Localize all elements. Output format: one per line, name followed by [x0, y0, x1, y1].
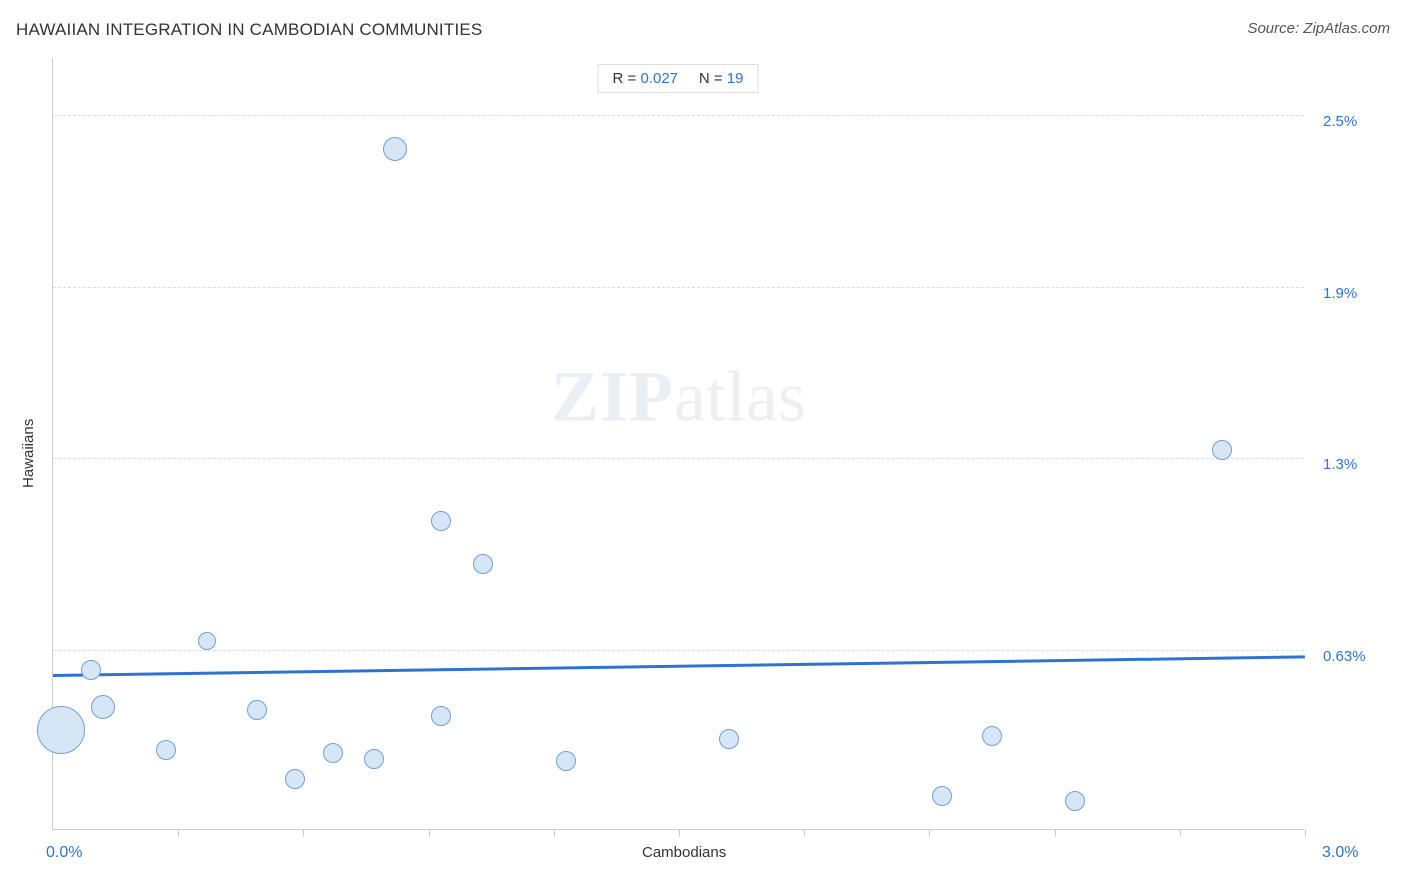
- n-value: 19: [727, 70, 744, 87]
- x-tick: [679, 829, 680, 837]
- data-point: [932, 786, 952, 806]
- r-value: 0.027: [640, 70, 678, 87]
- x-tick: [1055, 829, 1056, 837]
- x-tick: [178, 829, 179, 837]
- stats-box: R = 0.027 N = 19: [598, 64, 759, 93]
- x-tick: [303, 829, 304, 837]
- y-tick-label: 0.63%: [1323, 648, 1366, 665]
- gridline: [53, 287, 1304, 288]
- y-tick-label: 2.5%: [1323, 113, 1357, 130]
- data-point: [37, 706, 85, 754]
- n-label: N =: [699, 70, 727, 87]
- r-label: R =: [613, 70, 641, 87]
- data-point: [556, 751, 576, 771]
- gridline: [53, 115, 1304, 116]
- data-point: [156, 740, 176, 760]
- regression-line: [53, 656, 1305, 678]
- data-point: [285, 769, 305, 789]
- data-point: [81, 660, 101, 680]
- x-tick: [429, 829, 430, 837]
- data-point: [198, 632, 216, 650]
- x-tick: [804, 829, 805, 837]
- x-tick: [1180, 829, 1181, 837]
- data-point: [431, 511, 451, 531]
- data-point: [473, 554, 493, 574]
- gridline: [53, 458, 1304, 459]
- y-tick-label: 1.3%: [1323, 456, 1357, 473]
- x-tick: [929, 829, 930, 837]
- watermark-part1: ZIP: [551, 357, 674, 437]
- data-point: [719, 729, 739, 749]
- y-tick-label: 1.9%: [1323, 285, 1357, 302]
- x-max-label: 3.0%: [1322, 844, 1358, 862]
- plot-area: ZIPatlas 0.63%1.3%1.9%2.5%: [52, 58, 1304, 830]
- watermark: ZIPatlas: [551, 356, 806, 439]
- x-axis-label: Cambodians: [642, 844, 726, 861]
- data-point: [364, 749, 384, 769]
- y-axis-label: Hawaiians: [20, 419, 37, 488]
- watermark-part2: atlas: [674, 357, 806, 437]
- data-point: [323, 743, 343, 763]
- chart-title: HAWAIIAN INTEGRATION IN CAMBODIAN COMMUN…: [16, 20, 1390, 40]
- gridline: [53, 650, 1304, 651]
- scatter-plot: ZIPatlas 0.63%1.3%1.9%2.5% Hawaiians Cam…: [52, 58, 1304, 830]
- x-tick: [554, 829, 555, 837]
- x-min-label: 0.0%: [46, 844, 82, 862]
- data-point: [247, 700, 267, 720]
- data-point: [383, 137, 407, 161]
- source-attribution: Source: ZipAtlas.com: [1247, 20, 1390, 37]
- data-point: [1212, 440, 1232, 460]
- data-point: [1065, 791, 1085, 811]
- data-point: [431, 706, 451, 726]
- x-tick: [1305, 829, 1306, 837]
- data-point: [91, 695, 115, 719]
- data-point: [982, 726, 1002, 746]
